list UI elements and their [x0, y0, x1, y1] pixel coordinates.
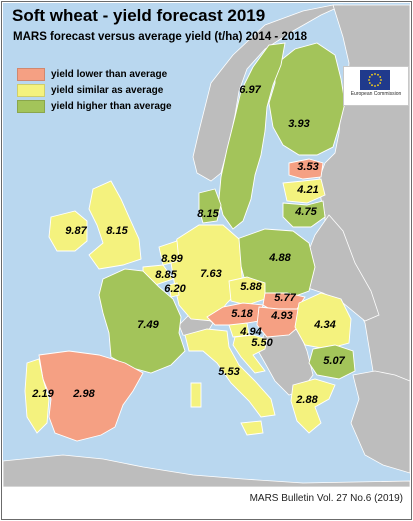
legend-item-higher: yield higher than average: [17, 98, 193, 114]
value-label-latvia: 4.21: [297, 184, 319, 196]
region-romania: [294, 292, 352, 350]
region-united-kingdom: [88, 180, 142, 270]
value-label-greece: 2.88: [296, 394, 318, 406]
legend-label-lower: yield lower than average: [51, 68, 168, 80]
value-label-sweden: 6.97: [239, 84, 261, 96]
region-portugal: [24, 358, 50, 434]
region-estonia: [288, 158, 324, 180]
europe-map: [3, 4, 410, 487]
region-croatia: [232, 334, 268, 374]
value-label-croatia: 5.50: [251, 337, 273, 349]
value-label-luxembourg: 6.20: [164, 283, 186, 295]
region-france: [98, 268, 186, 374]
map-area: Soft wheat - yield forecast 2019 MARS fo…: [3, 3, 410, 487]
legend-swatch-lower: [17, 67, 45, 81]
region-finland: [268, 42, 346, 156]
legend-label-higher: yield higher than average: [51, 100, 172, 112]
value-label-portugal: 2.19: [32, 388, 54, 400]
value-label-romania: 4.34: [314, 319, 336, 331]
region-north-africa: [3, 454, 410, 487]
map-subtitle: MARS forecast versus average yield (t/ha…: [13, 31, 308, 43]
region-sicily: [240, 420, 264, 436]
value-label-belgium: 8.85: [155, 269, 177, 281]
region-luxembourg: [168, 282, 180, 298]
region-norway: [192, 4, 344, 182]
region-denmark: [198, 188, 222, 224]
value-label-france: 7.49: [137, 319, 159, 331]
european-commission-logo: European Commission: [343, 66, 409, 106]
region-sweden: [218, 42, 286, 230]
value-label-spain: 2.98: [73, 388, 95, 400]
region-spain: [38, 350, 144, 442]
value-label-slovakia: 5.77: [274, 292, 296, 304]
region-bulgaria: [308, 344, 356, 380]
value-label-bulgaria: 5.07: [323, 355, 345, 367]
value-label-united-kingdom: 8.15: [106, 225, 128, 237]
value-label-denmark: 8.15: [197, 208, 219, 220]
legend-swatch-higher: [17, 99, 45, 113]
region-latvia: [282, 178, 326, 204]
value-label-estonia: 3.53: [297, 161, 319, 173]
value-label-finland: 3.93: [288, 118, 310, 130]
legend-item-lower: yield lower than average: [17, 66, 193, 82]
value-label-slovenia: 4.94: [240, 326, 262, 338]
value-label-austria: 5.18: [231, 308, 253, 320]
region-netherlands: [158, 240, 180, 266]
logo-text: European Commission: [350, 91, 402, 97]
value-label-germany: 7.63: [200, 268, 222, 280]
region-ireland: [48, 210, 88, 252]
region-greece: [290, 378, 336, 434]
value-label-czechia: 5.88: [240, 281, 262, 293]
value-label-hungary: 4.93: [271, 310, 293, 322]
source-footer: MARS Bulletin Vol. 27 No.6 (2019): [249, 493, 403, 504]
map-title: Soft wheat - yield forecast 2019: [12, 6, 266, 25]
region-italy: [184, 328, 276, 418]
legend-swatch-similar: [17, 83, 45, 97]
value-label-italy: 5.53: [218, 366, 240, 378]
region-sardinia: [190, 382, 202, 408]
legend: yield lower than average yield similar a…: [11, 63, 193, 117]
region-lithuania: [282, 200, 326, 228]
region-turkey: [350, 370, 410, 474]
eu-flag-icon: [360, 70, 390, 90]
value-label-netherlands: 8.99: [161, 253, 183, 265]
legend-item-similar: yield similar as average: [17, 82, 193, 98]
value-label-ireland: 9.87: [65, 225, 87, 237]
legend-label-similar: yield similar as average: [51, 84, 164, 96]
value-label-poland: 4.88: [269, 252, 291, 264]
value-label-lithuania: 4.75: [295, 206, 317, 218]
